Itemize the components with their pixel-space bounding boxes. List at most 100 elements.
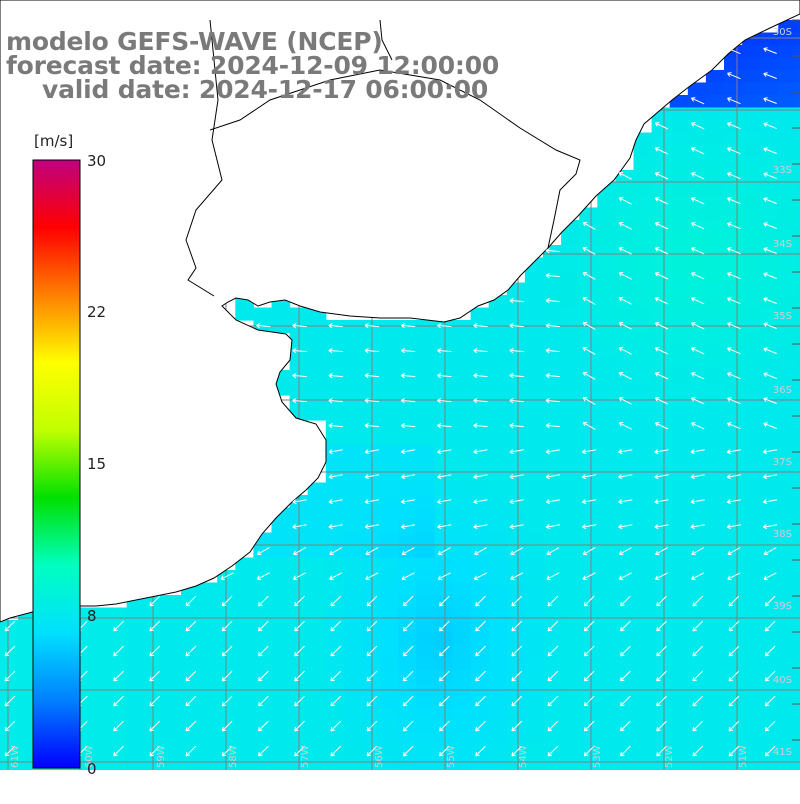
wind-cell — [470, 407, 490, 421]
wind-cell — [362, 632, 381, 646]
bottom-margin — [0, 771, 800, 800]
wind-cell — [362, 457, 381, 471]
wind-cell — [724, 632, 743, 646]
wind-cell — [271, 670, 291, 684]
wind-cell — [597, 332, 616, 346]
wind-cell — [506, 432, 526, 446]
wind-cell — [669, 495, 689, 509]
wind-cell — [199, 620, 218, 634]
wind-cell — [343, 445, 363, 459]
wind-arrow — [582, 396, 596, 405]
wind-cell — [742, 307, 761, 321]
wind-cell — [561, 582, 580, 596]
wind-cell — [307, 382, 327, 396]
wind-cell — [199, 720, 218, 734]
wind-cell — [488, 395, 508, 409]
wind-cell — [705, 320, 725, 334]
wind-arrow — [655, 547, 668, 556]
wind-cell — [561, 507, 580, 521]
wind-arrow — [510, 572, 524, 581]
wind-arrow — [509, 348, 524, 354]
wind-cell — [380, 370, 399, 384]
wind-cell — [669, 282, 689, 296]
wind-cell — [380, 645, 399, 659]
wind-cell — [615, 332, 635, 346]
wind-cell — [416, 757, 435, 770]
wind-cell — [470, 732, 490, 746]
wind-arrow — [764, 595, 776, 607]
wind-cell — [325, 682, 345, 696]
wind-cell — [434, 432, 454, 446]
wind-cell — [452, 682, 472, 696]
wind-cell — [615, 532, 635, 546]
wind-arrow — [618, 499, 633, 505]
wind-arrow — [582, 296, 596, 305]
wind-cell — [651, 307, 671, 321]
wind-cell — [742, 257, 761, 271]
wind-arrow — [583, 695, 595, 707]
wind-cell — [687, 170, 707, 184]
lon-label: 61W — [10, 745, 21, 768]
wind-cell — [651, 407, 671, 421]
wind-arrow — [654, 222, 669, 230]
wind-cell — [398, 332, 417, 346]
wind-cell — [488, 557, 508, 571]
wind-cell — [760, 182, 779, 196]
wind-cell — [724, 357, 743, 371]
wind-arrow — [727, 47, 741, 55]
wind-cell — [760, 482, 779, 496]
wind-cell — [579, 270, 598, 284]
wind-cell — [724, 607, 743, 621]
wind-cell — [615, 207, 635, 221]
wind-arrow — [439, 720, 450, 732]
wind-cell — [778, 670, 797, 684]
wind-cell — [271, 695, 291, 709]
wind-cell — [543, 557, 562, 571]
wind-cell — [307, 532, 327, 546]
wind-arrow — [620, 645, 631, 657]
wind-cell — [362, 332, 381, 346]
wind-cell — [651, 170, 671, 184]
wind-cell — [362, 582, 381, 596]
wind-cell — [343, 532, 363, 546]
wind-cell — [199, 695, 218, 709]
wind-arrow — [221, 745, 233, 757]
wind-cell — [724, 407, 743, 421]
wind-arrow — [581, 449, 597, 455]
wind-arrow — [473, 348, 488, 354]
wind-cell — [561, 395, 580, 409]
wind-arrow — [763, 347, 777, 354]
wind-arrow — [583, 645, 595, 657]
wind-cell — [325, 607, 345, 621]
wind-cell — [235, 307, 254, 321]
wind-cell — [543, 257, 562, 271]
wind-cell — [669, 195, 689, 209]
wind-arrow — [620, 745, 631, 757]
wind-cell — [271, 582, 291, 596]
wind-cell — [669, 370, 689, 384]
wind-cell — [416, 507, 435, 521]
wind-cell — [724, 107, 743, 121]
lon-label: 54W — [518, 745, 529, 768]
wind-arrow — [581, 474, 597, 480]
wind-cell — [524, 745, 544, 759]
wind-arrow — [401, 572, 415, 581]
wind-cell — [162, 620, 182, 634]
wind-cell — [181, 607, 200, 621]
wind-cell — [90, 732, 110, 746]
wind-cell — [380, 320, 399, 334]
wind-cell — [705, 295, 725, 309]
wind-cell — [633, 232, 653, 246]
wind-cell — [271, 545, 291, 559]
wind-cell — [181, 707, 200, 721]
wind-cell — [126, 695, 146, 709]
wind-cell — [543, 682, 562, 696]
wind-arrow — [511, 620, 523, 632]
wind-arrow — [582, 321, 596, 330]
wind-cell — [687, 482, 707, 496]
wind-cell — [398, 357, 417, 371]
wind-cell — [687, 270, 707, 284]
wind-cell — [253, 757, 273, 770]
wind-cell — [705, 457, 725, 471]
